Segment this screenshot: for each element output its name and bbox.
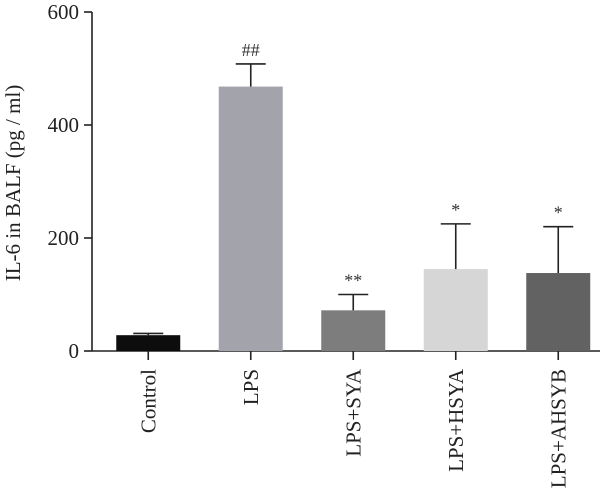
significance-label: ## xyxy=(242,40,260,60)
y-tick-label: 600 xyxy=(48,0,80,24)
bars xyxy=(116,86,591,351)
category-label: LPS+AHSYB xyxy=(546,369,570,488)
bar-lps xyxy=(218,86,283,351)
category-label: LPS+SYA xyxy=(341,368,365,457)
bar-lps-hsya xyxy=(423,269,488,351)
category-label: Control xyxy=(136,369,160,433)
bar-control xyxy=(116,335,181,351)
y-axis: 0 200 400 600 xyxy=(48,0,93,363)
significance-labels: ##*** * xyxy=(242,40,563,291)
error-bars xyxy=(133,63,574,336)
category-labels: Control LPS LPS+SYA LPS+HSYA LPS+AHSYB xyxy=(136,368,570,488)
x-axis xyxy=(92,350,600,360)
significance-label: * xyxy=(554,203,563,223)
bar-lps-ahsyb xyxy=(526,273,591,351)
y-axis-title: IL-6 in BALF (pg / ml) xyxy=(1,85,25,282)
bar-lps-sya xyxy=(321,310,386,351)
y-tick-label: 200 xyxy=(48,226,80,250)
category-label: LPS xyxy=(239,369,263,405)
significance-label: ** xyxy=(344,271,362,291)
significance-label: * xyxy=(451,200,460,220)
y-tick-label: 0 xyxy=(69,339,80,363)
category-label: LPS+HSYA xyxy=(444,368,468,472)
y-tick-label: 400 xyxy=(48,113,80,137)
